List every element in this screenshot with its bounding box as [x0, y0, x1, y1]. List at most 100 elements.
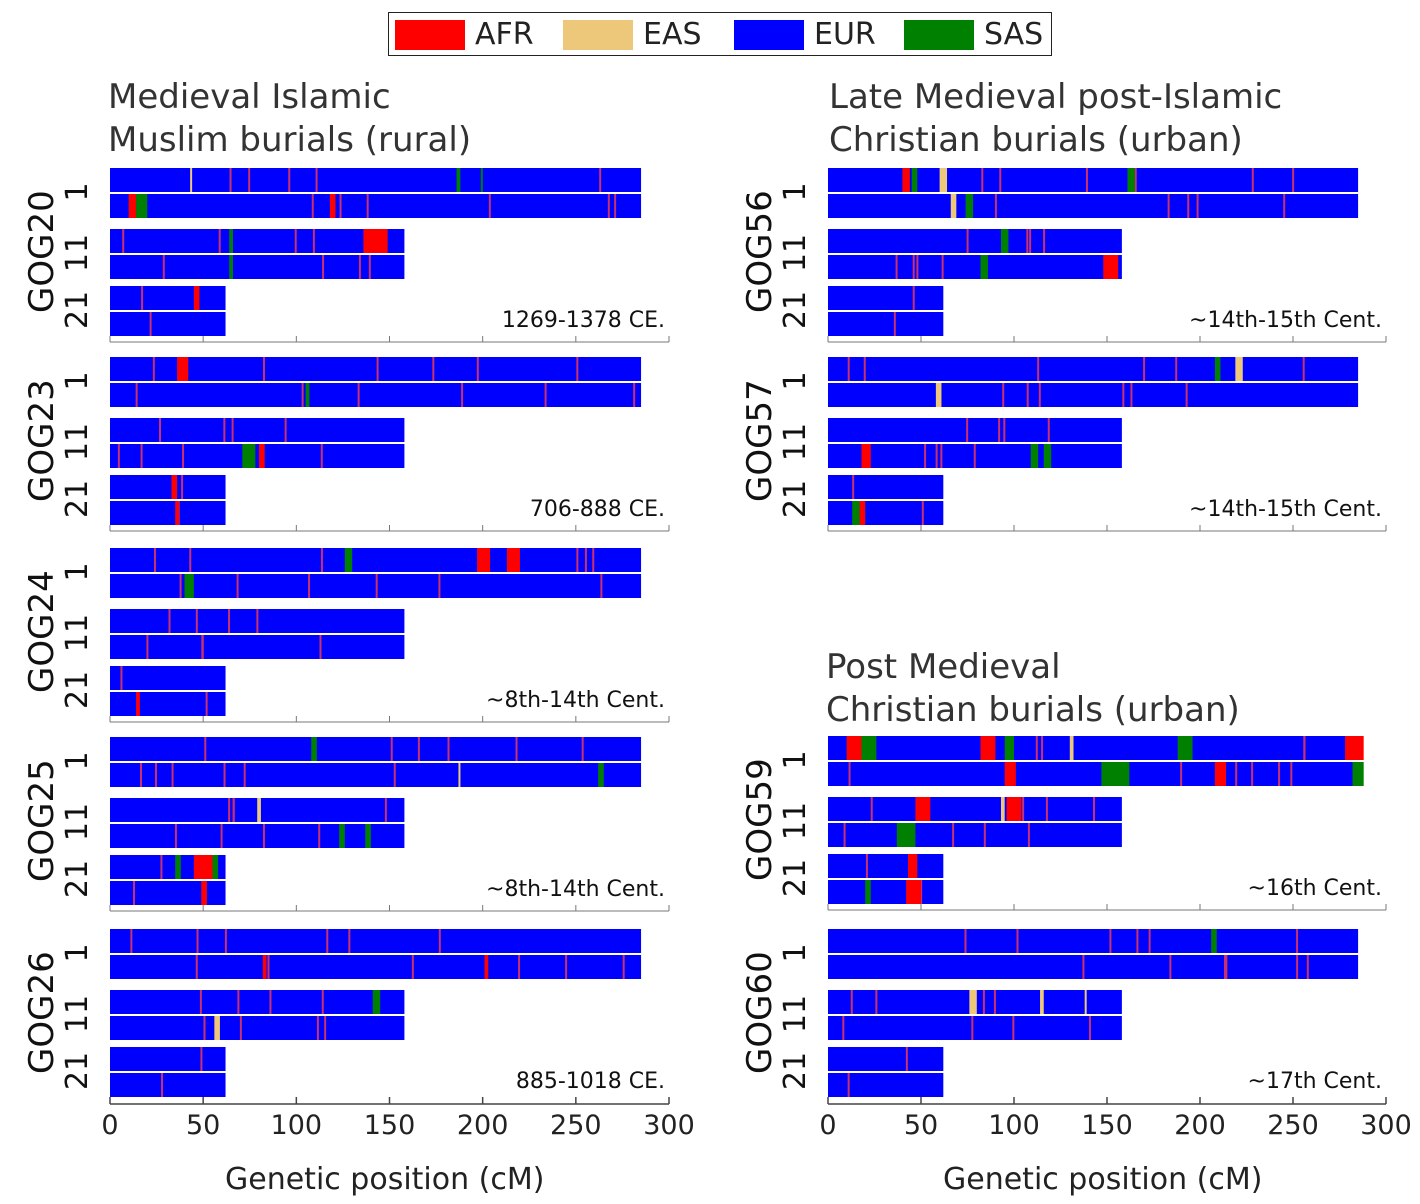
ancestry-segment-sas: [1211, 929, 1217, 953]
legend-swatch: [563, 20, 633, 50]
ancestry-segment-afr: [1004, 762, 1016, 786]
tract-boundary: [228, 609, 231, 633]
ancestry-segment-sas: [229, 255, 233, 279]
legend-label: EAS: [643, 17, 702, 52]
tract-boundary: [239, 1016, 242, 1040]
chromosome-label: 21: [778, 290, 813, 330]
haplotype-bar: [110, 929, 642, 953]
haplotype-bar: [110, 548, 642, 572]
haplotype-bar: [110, 286, 226, 310]
tract-boundary: [438, 574, 441, 598]
tract-boundary: [843, 823, 846, 847]
tract-boundary: [461, 383, 464, 407]
tract-boundary: [1093, 797, 1096, 821]
sample-id: GOG25: [22, 759, 62, 882]
tract-boundary: [316, 1016, 319, 1040]
tract-boundary: [284, 418, 287, 442]
haplotype-bar: [828, 955, 1359, 979]
tract-boundary: [1022, 797, 1025, 821]
tract-boundary: [1041, 736, 1044, 760]
tract-boundary: [870, 797, 873, 821]
haplotype-bar: [110, 383, 642, 407]
tract-boundary: [161, 1073, 164, 1097]
haplotype-bar: [110, 881, 226, 905]
ancestry-segment-afr: [175, 501, 179, 525]
tract-boundary: [438, 929, 441, 953]
ancestry-segment-sas: [1127, 168, 1135, 192]
chromosome-label: 21: [60, 670, 95, 710]
ancestry-segment-afr: [262, 955, 267, 979]
sample-id: GOG60: [740, 951, 780, 1074]
ancestry-segment-eas: [1069, 736, 1074, 760]
tract-boundary: [237, 990, 240, 1014]
ancestry-segment-afr: [259, 444, 265, 468]
ancestry-segment-eas: [257, 798, 261, 822]
tract-boundary: [152, 357, 155, 381]
tract-boundary: [195, 609, 198, 633]
tract-boundary: [262, 357, 265, 381]
x-tick-label: 0: [819, 1110, 837, 1141]
ancestry-segment-sas: [305, 383, 310, 407]
x-tick-label: 300: [643, 1110, 695, 1141]
tract-boundary: [1143, 357, 1146, 381]
chromosome-label: 21: [778, 1051, 813, 1091]
tract-boundary: [607, 194, 610, 218]
tract-boundary: [912, 255, 915, 279]
tract-boundary: [203, 1016, 206, 1040]
chromosome-label: 11: [60, 422, 95, 462]
ancestry-segment-sas: [980, 255, 988, 279]
tract-boundary: [565, 955, 568, 979]
haplotype-bar: [110, 418, 405, 442]
tract-boundary: [1026, 383, 1029, 407]
haplotype-bar: [110, 501, 226, 525]
tract-boundary: [1038, 383, 1041, 407]
legend-label: AFR: [475, 17, 534, 52]
chromosome-label: 1: [60, 562, 95, 582]
tract-boundary: [411, 955, 414, 979]
tract-boundary: [1026, 229, 1029, 253]
ancestry-segment-eas: [935, 383, 942, 407]
ancestry-segment-afr: [177, 357, 189, 381]
tract-boundary: [368, 255, 371, 279]
legend-swatch: [395, 20, 465, 50]
chromosome-label: 1: [60, 943, 95, 963]
ancestry-segment-sas: [911, 168, 918, 192]
tract-boundary: [130, 929, 133, 953]
tract-boundary: [1122, 383, 1125, 407]
tract-boundary: [321, 990, 324, 1014]
haplotype-bar: [828, 229, 1122, 253]
tract-boundary: [599, 168, 602, 192]
tract-boundary: [1029, 229, 1032, 253]
tract-boundary: [848, 762, 851, 786]
ancestry-segment-afr: [506, 548, 520, 572]
tract-boundary: [159, 418, 162, 442]
tract-boundary: [1292, 168, 1295, 192]
tract-boundary: [1148, 929, 1151, 953]
haplotype-bar: [110, 357, 642, 381]
sample-id: GOG24: [22, 570, 62, 693]
ancestry-segment-afr: [980, 736, 996, 760]
ancestry-segment-sas: [1352, 762, 1364, 786]
haplotype-bar: [110, 574, 642, 598]
tract-boundary: [1251, 168, 1254, 192]
haplotype-bar: [828, 762, 1359, 786]
sample-date: ~14th-15th Cent.: [1189, 308, 1382, 333]
haplotype-bar: [828, 880, 944, 904]
haplotype-bar: [828, 312, 944, 336]
ancestry-segment-afr: [193, 855, 213, 879]
tract-boundary: [181, 475, 184, 499]
tract-boundary: [1109, 929, 1112, 953]
tract-boundary: [920, 880, 923, 904]
tract-boundary: [1037, 357, 1040, 381]
tract-boundary: [223, 418, 226, 442]
tract-boundary: [592, 548, 595, 572]
ancestry-segment-eas: [214, 1016, 220, 1040]
haplotype-bar: [828, 255, 1122, 279]
tract-boundary: [1180, 762, 1183, 786]
ancestry-segment-eas: [190, 168, 193, 192]
tract-boundary: [1251, 762, 1254, 786]
tract-boundary: [973, 444, 976, 468]
tract-boundary: [981, 168, 984, 192]
tract-boundary: [223, 763, 226, 787]
